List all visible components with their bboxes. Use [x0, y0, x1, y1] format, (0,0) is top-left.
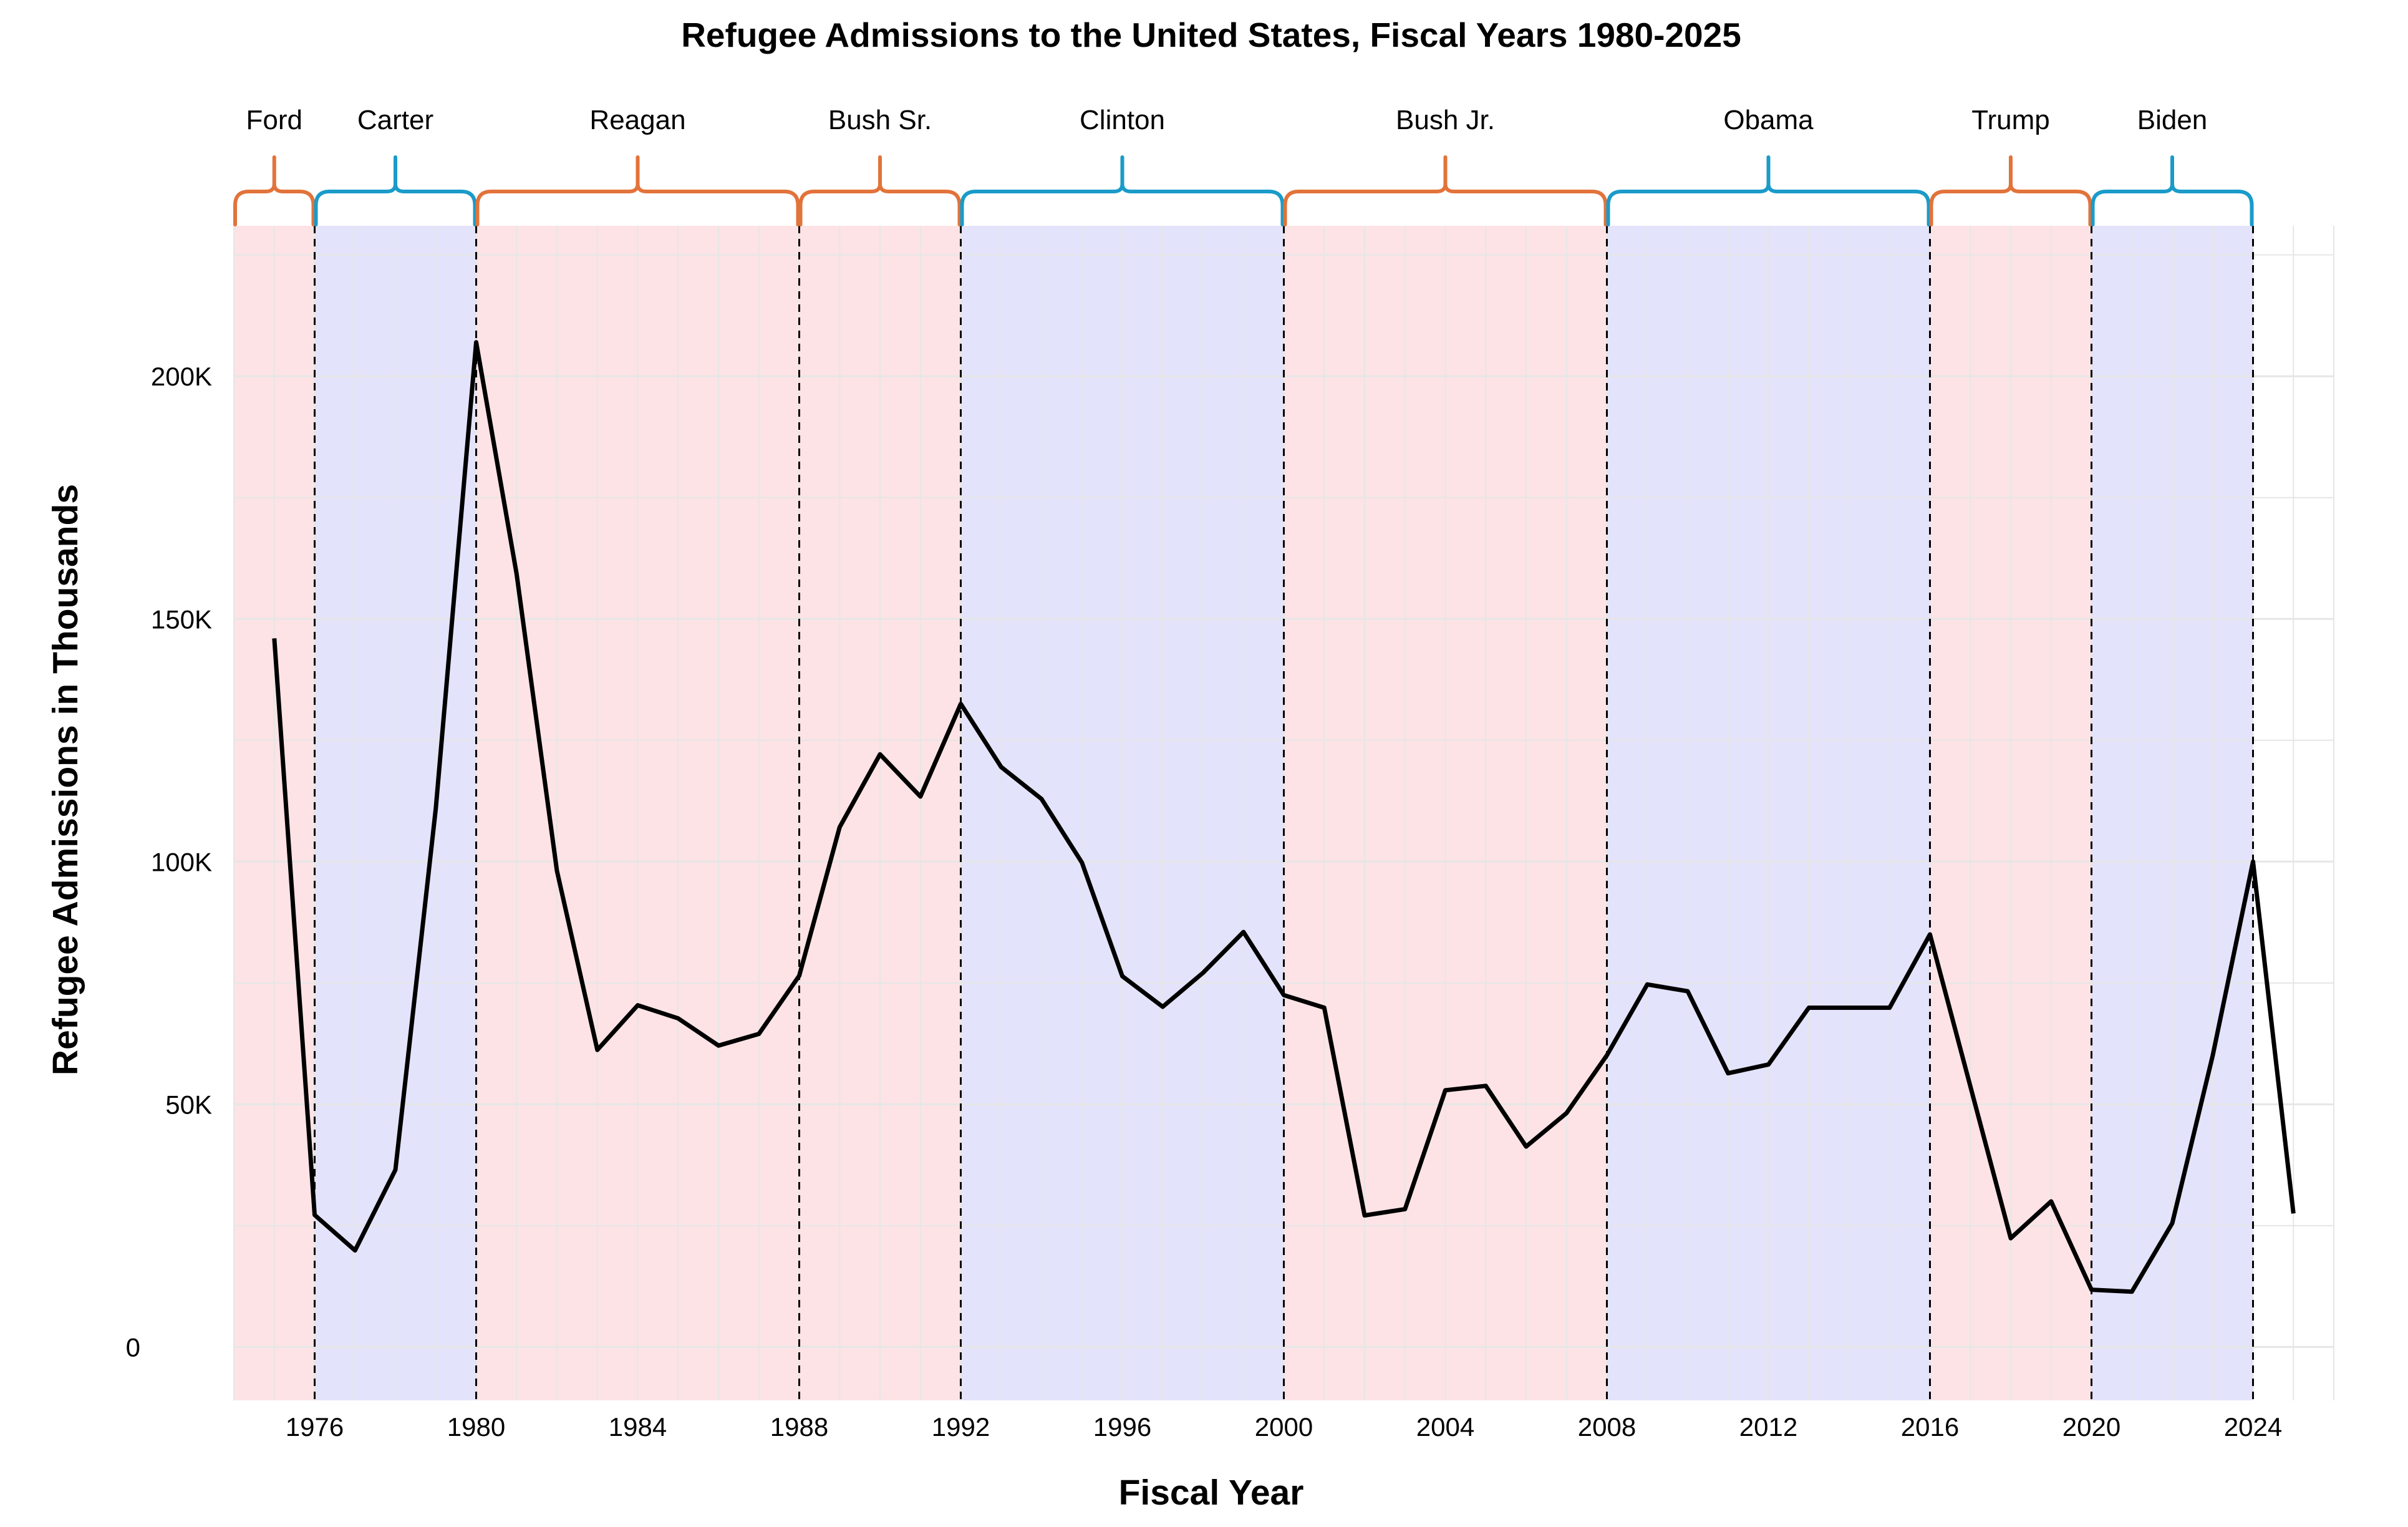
x-tick-label: 2020 — [2062, 1412, 2120, 1442]
president-label-ford: Ford — [246, 105, 302, 135]
x-axis-label: Fiscal Year — [1119, 1473, 1304, 1513]
brace-obama — [1606, 155, 1931, 226]
data-point — [2091, 1289, 2092, 1291]
president-label-bush-jr: Bush Jr. — [1396, 105, 1495, 135]
x-tick-label: 1984 — [609, 1412, 667, 1442]
data-point — [314, 1214, 316, 1216]
data-point — [1646, 984, 1648, 985]
x-tick-label: 1976 — [286, 1412, 344, 1442]
brace-clinton — [960, 155, 1285, 226]
data-point — [1970, 1086, 1971, 1087]
data-point — [1405, 1208, 1406, 1209]
gridlines — [233, 226, 2334, 1400]
data-point — [1849, 1007, 1850, 1009]
x-tick-label: 1992 — [932, 1412, 990, 1442]
x-tick-label: 1980 — [447, 1412, 505, 1442]
data-point — [1930, 934, 1931, 935]
data-point — [1162, 1006, 1163, 1007]
data-point — [1041, 798, 1042, 800]
data-point — [799, 975, 800, 976]
data-point — [556, 870, 558, 871]
data-point — [677, 1018, 679, 1019]
data-point — [637, 1005, 639, 1006]
data-point — [1243, 931, 1244, 933]
y-tick-label: 50K — [165, 1090, 212, 1119]
data-point — [1768, 1064, 1769, 1065]
data-point — [395, 1169, 396, 1170]
president-label-bush-sr: Bush Sr. — [828, 105, 932, 135]
x-tick-label: 2000 — [1255, 1412, 1313, 1442]
data-point — [879, 754, 881, 755]
y-tick-label: 100K — [151, 847, 212, 876]
y-tick-label: 0 — [126, 1332, 140, 1362]
data-point — [1445, 1090, 1446, 1091]
data-point — [2172, 1223, 2173, 1224]
data-point — [1364, 1215, 1365, 1216]
data-point — [1687, 991, 1688, 992]
data-point — [476, 342, 477, 343]
data-point — [1889, 1007, 1890, 1009]
data-point — [274, 637, 275, 639]
y-axis-label: Refugee Admissions in Thousands — [46, 484, 85, 1075]
data-point — [1000, 767, 1002, 768]
data-point — [1202, 972, 1204, 973]
brace-bush-sr — [798, 155, 962, 226]
data-point — [435, 808, 437, 809]
x-tick-label: 1996 — [1093, 1412, 1151, 1442]
data-point — [2253, 861, 2254, 862]
x-tick-label: 2004 — [1416, 1412, 1474, 1442]
series-line-refugee-admissions — [272, 340, 2296, 1294]
y-tick-label: 150K — [151, 604, 212, 634]
data-point — [2212, 1055, 2213, 1057]
data-point — [597, 1049, 598, 1050]
brace-trump — [1929, 155, 2092, 226]
brace-ford — [233, 155, 316, 226]
y-axis: 0 50K 100K 150K 200K — [126, 362, 212, 1362]
data-point — [1284, 994, 1285, 996]
data-point — [718, 1045, 719, 1046]
data-point — [920, 796, 921, 797]
data-point — [516, 573, 517, 574]
data-point — [2293, 1213, 2294, 1214]
x-tick-label: 2016 — [1901, 1412, 1959, 1442]
brace-carter — [314, 155, 477, 226]
data-point — [1122, 976, 1123, 977]
x-tick-label: 2008 — [1578, 1412, 1636, 1442]
data-point — [2010, 1238, 2011, 1239]
data-point — [1081, 862, 1083, 863]
president-label-trump: Trump — [1971, 105, 2050, 135]
x-axis: 1976 1980 1984 1988 1992 1996 2000 2004 2008 2012… — [286, 1412, 2282, 1442]
x-tick-label: 1988 — [770, 1412, 828, 1442]
brace-biden — [2091, 155, 2254, 226]
data-point — [960, 703, 962, 704]
president-label-obama: Obama — [1723, 105, 1814, 135]
data-point — [758, 1034, 760, 1035]
data-point — [1526, 1146, 1527, 1147]
x-tick-label: 2012 — [1739, 1412, 1797, 1442]
data-point — [1323, 1007, 1325, 1009]
data-point — [1808, 1007, 1809, 1009]
data-point — [354, 1250, 355, 1251]
president-label-carter: Carter — [357, 105, 433, 135]
data-point — [2051, 1201, 2052, 1202]
data-point — [1566, 1112, 1567, 1113]
y-tick-label: 200K — [151, 362, 212, 391]
data-point — [1728, 1073, 1729, 1074]
data-point — [839, 827, 840, 828]
x-tick-label: 2024 — [2224, 1412, 2282, 1442]
data-point — [2131, 1291, 2132, 1292]
series-layer — [272, 340, 2296, 1294]
brace-reagan — [475, 155, 800, 226]
presidency-braces: Ford Carter Reagan Bush Sr. Clinton Bush Jr. O… — [233, 105, 2254, 226]
data-point — [1485, 1085, 1486, 1087]
president-label-reagan: Reagan — [589, 105, 685, 135]
brace-bush-jr — [1283, 155, 1608, 226]
data-point — [1607, 1055, 1608, 1056]
president-label-clinton: Clinton — [1080, 105, 1165, 135]
chart-title: Refugee Admissions to the United States,… — [681, 16, 1741, 54]
president-label-biden: Biden — [2137, 105, 2208, 135]
